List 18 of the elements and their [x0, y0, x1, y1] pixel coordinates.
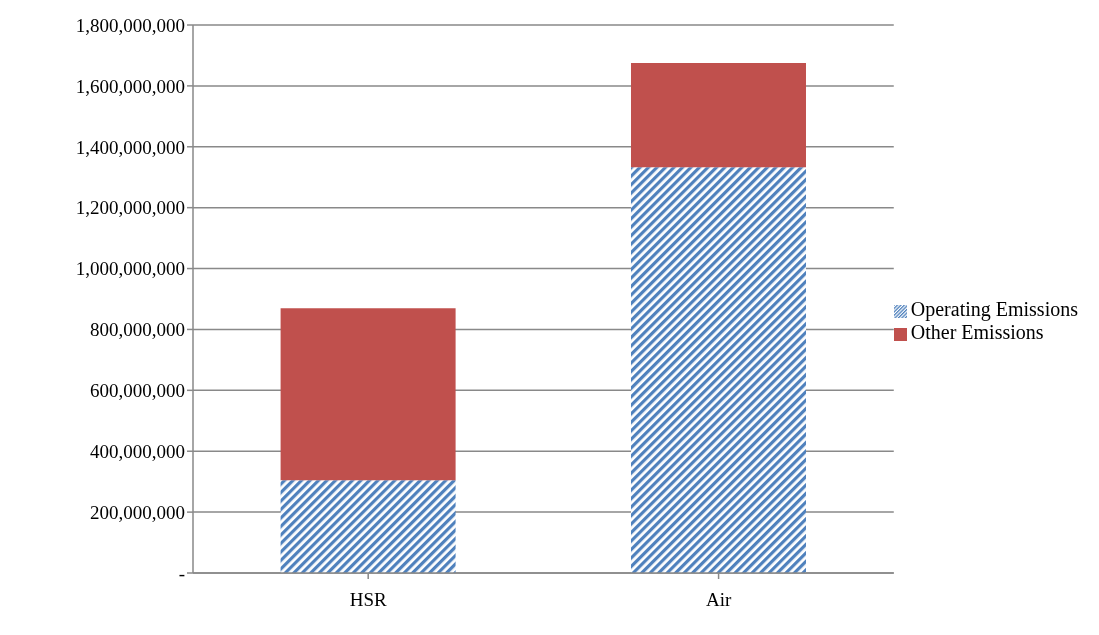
y-tick-label: 1,000,000,000: [75, 258, 185, 280]
y-tick-label: 800,000,000: [90, 319, 185, 341]
x-tick-label: HSR: [349, 589, 387, 611]
y-tick-label: 1,400,000,000: [75, 136, 185, 158]
y-tick-label: 200,000,000: [90, 501, 185, 523]
y-tick-label: 1,800,000,000: [75, 14, 185, 36]
y-tick-label: -: [178, 562, 185, 584]
bar: [280, 308, 456, 481]
y-tick-label: 400,000,000: [90, 440, 185, 462]
legend-label: Other Emissions: [910, 320, 1044, 343]
y-tick-label: 600,000,000: [90, 380, 185, 402]
y-tick-label: 1,600,000,000: [75, 75, 185, 97]
y-tick-label: 1,200,000,000: [75, 197, 185, 219]
x-tick-label: Air: [705, 589, 732, 611]
bar: [630, 63, 806, 168]
legend-label: Operating Emissions: [910, 297, 1078, 320]
bar: [280, 480, 456, 573]
bar: [630, 167, 806, 573]
